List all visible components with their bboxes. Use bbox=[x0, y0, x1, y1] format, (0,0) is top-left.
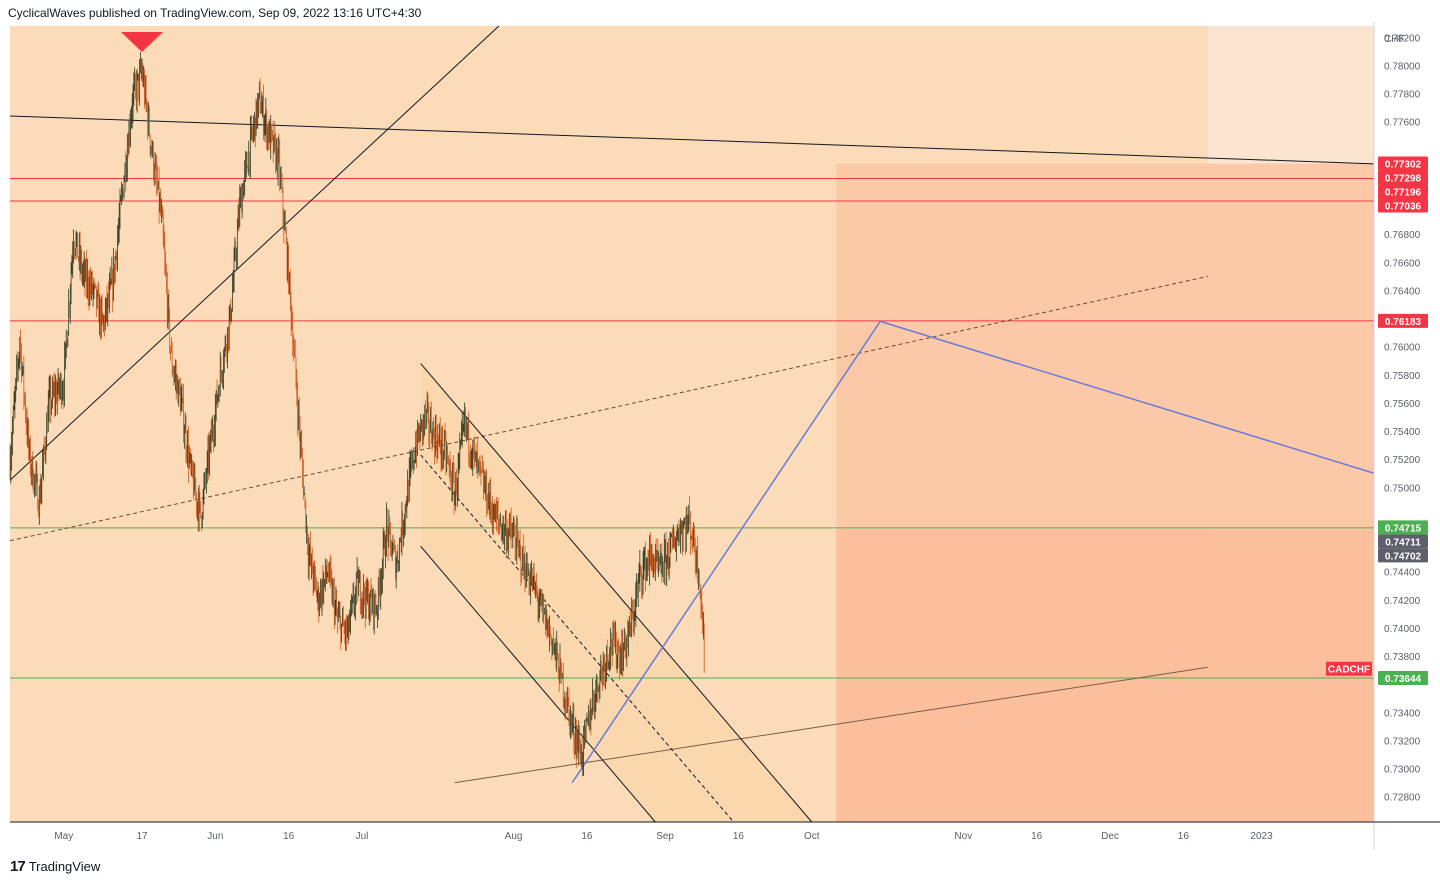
sell-arrow-icon bbox=[121, 32, 163, 52]
currency-label: CHF bbox=[1384, 34, 1405, 45]
candles bbox=[9, 52, 705, 777]
x-tick-10: Nov bbox=[954, 831, 972, 842]
y-tick-5: 0.76600 bbox=[1384, 258, 1421, 269]
y-tick-12: 0.75000 bbox=[1384, 483, 1421, 494]
x-tick-9: Oct bbox=[804, 831, 820, 842]
x-tick-4: Jul bbox=[356, 831, 369, 842]
tradingview-logo-icon: 17 bbox=[10, 858, 26, 875]
axes: CHF0.782000.780000.778000.776000.768000.… bbox=[10, 22, 1440, 850]
trendline-8 bbox=[880, 320, 1375, 474]
zone-projection-upper bbox=[836, 163, 1374, 530]
price-label-0: 0.77302 bbox=[1385, 160, 1422, 171]
price-label-7: 0.74702 bbox=[1385, 551, 1422, 562]
x-tick-1: 17 bbox=[136, 831, 148, 842]
price-label-box-7 bbox=[1378, 548, 1428, 563]
x-tick-2: Jun bbox=[207, 831, 223, 842]
y-tick-1: 0.78000 bbox=[1384, 61, 1421, 72]
price-label-box-8 bbox=[1378, 670, 1428, 685]
price-labels: 0.77302 0.77298 0.77196 0.77036 0.76183 0.747… bbox=[1326, 156, 1428, 685]
price-label-8: 0.73644 bbox=[1385, 674, 1422, 685]
y-tick-8: 0.75800 bbox=[1384, 371, 1421, 382]
zone-projection-lower bbox=[836, 529, 1374, 822]
price-label-1: 0.77298 bbox=[1385, 174, 1422, 185]
trendline-1 bbox=[9, 115, 1375, 165]
channel-fill bbox=[420, 363, 812, 822]
y-tick-0: 0.78200 bbox=[1384, 33, 1421, 44]
y-tick-16: 0.74000 bbox=[1384, 624, 1421, 635]
y-tick-7: 0.76000 bbox=[1384, 343, 1421, 354]
price-label-2: 0.77196 bbox=[1385, 188, 1422, 199]
y-tick-9: 0.75600 bbox=[1384, 399, 1421, 410]
price-label-box-0 bbox=[1378, 156, 1428, 171]
y-tick-18: 0.73400 bbox=[1384, 708, 1421, 719]
chart-header: CyclicalWaves published on TradingView.c… bbox=[8, 6, 422, 20]
x-tick-3: 16 bbox=[283, 831, 295, 842]
price-label-3: 0.77036 bbox=[1385, 202, 1422, 213]
price-label-box-4 bbox=[1378, 313, 1428, 328]
trendlines bbox=[9, 25, 1375, 823]
y-tick-4: 0.76800 bbox=[1384, 230, 1421, 241]
x-tick-13: 16 bbox=[1178, 831, 1190, 842]
footer-brand[interactable]: 17 TradingView bbox=[10, 858, 100, 875]
x-tick-0: May bbox=[54, 831, 73, 842]
x-tick-12: Dec bbox=[1101, 831, 1119, 842]
trendline-7 bbox=[571, 320, 881, 784]
trendline-5 bbox=[420, 546, 656, 823]
trendline-2 bbox=[9, 275, 1208, 542]
price-label-box-5 bbox=[1378, 520, 1428, 535]
price-label-box-2 bbox=[1378, 184, 1428, 199]
price-label-box-3 bbox=[1378, 198, 1428, 213]
y-tick-3: 0.77600 bbox=[1384, 118, 1421, 129]
y-tick-2: 0.77800 bbox=[1384, 90, 1421, 101]
trendline-6 bbox=[420, 454, 734, 823]
price-label-box-6 bbox=[1378, 534, 1428, 549]
symbol-tag: CADCHF bbox=[1328, 665, 1370, 676]
x-tick-7: Sep bbox=[656, 831, 674, 842]
price-label-4: 0.76183 bbox=[1385, 317, 1422, 328]
price-label-6: 0.74711 bbox=[1385, 537, 1421, 548]
x-tick-11: 16 bbox=[1031, 831, 1043, 842]
x-tick-6: 16 bbox=[581, 831, 593, 842]
y-tick-20: 0.73000 bbox=[1384, 765, 1421, 776]
y-tick-10: 0.75400 bbox=[1384, 427, 1421, 438]
trendline-4 bbox=[420, 363, 813, 823]
horizontal-levels bbox=[10, 177, 1374, 679]
x-tick-14: 2023 bbox=[1250, 831, 1273, 842]
signal-markers bbox=[121, 32, 163, 52]
y-tick-6: 0.76400 bbox=[1384, 286, 1421, 297]
background-zones bbox=[10, 26, 1374, 822]
y-tick-15: 0.74200 bbox=[1384, 596, 1421, 607]
x-tick-8: 16 bbox=[733, 831, 745, 842]
x-tick-5: Aug bbox=[505, 831, 523, 842]
y-tick-21: 0.72800 bbox=[1384, 793, 1421, 804]
tradingview-brand-text: TradingView bbox=[28, 859, 101, 874]
y-tick-11: 0.75200 bbox=[1384, 455, 1421, 466]
y-tick-17: 0.73800 bbox=[1384, 652, 1421, 663]
price-label-box-1 bbox=[1378, 170, 1428, 185]
price-label-5: 0.74715 bbox=[1385, 523, 1422, 534]
y-tick-19: 0.73200 bbox=[1384, 736, 1421, 747]
trendline-0 bbox=[9, 25, 500, 481]
y-tick-14: 0.74400 bbox=[1384, 568, 1421, 579]
symbol-tag-box bbox=[1326, 661, 1372, 676]
